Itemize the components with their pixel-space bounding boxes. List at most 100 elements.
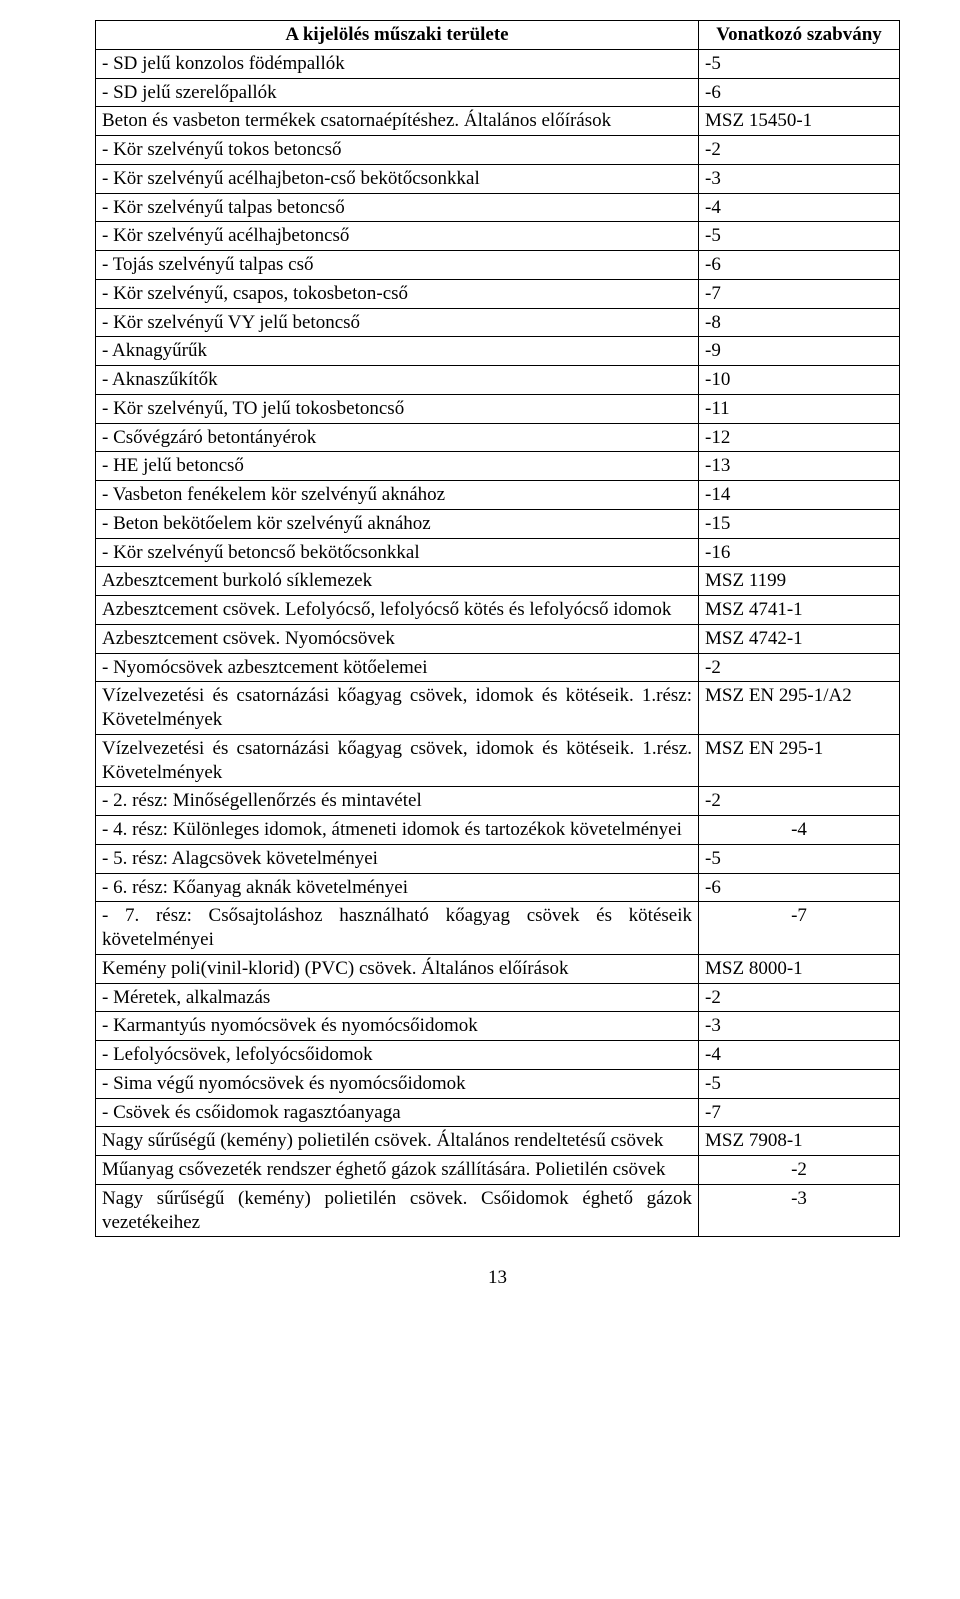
table-row: - 2. rész: Minőségellenőrzés és mintavét… <box>96 787 900 816</box>
table-row: - Méretek, alkalmazás-2 <box>96 983 900 1012</box>
header-right: Vonatkozó szabvány <box>699 21 900 50</box>
cell-standard: -13 <box>699 452 900 481</box>
cell-standard: -4 <box>699 1041 900 1070</box>
cell-description: - 2. rész: Minőségellenőrzés és mintavét… <box>96 787 699 816</box>
table-row: Nagy sűrűségű (kemény) polietilén csövek… <box>96 1127 900 1156</box>
header-left: A kijelölés műszaki területe <box>96 21 699 50</box>
cell-standard: -3 <box>699 1012 900 1041</box>
table-row: - Vasbeton fenékelem kör szelvényű aknáh… <box>96 481 900 510</box>
cell-standard: -6 <box>699 78 900 107</box>
table-row: - HE jelű betoncső-13 <box>96 452 900 481</box>
table-row: Nagy sűrűségű (kemény) polietilén csövek… <box>96 1184 900 1237</box>
cell-description: - Kör szelvényű tokos betoncső <box>96 136 699 165</box>
cell-standard: MSZ 8000-1 <box>699 954 900 983</box>
cell-description: - Méretek, alkalmazás <box>96 983 699 1012</box>
cell-description: - Sima végű nyomócsövek és nyomócsőidomo… <box>96 1069 699 1098</box>
cell-standard: -7 <box>699 902 900 955</box>
cell-description: - Aknaszűkítők <box>96 366 699 395</box>
page-number: 13 <box>95 1267 900 1289</box>
cell-standard: -7 <box>699 279 900 308</box>
cell-standard: MSZ 15450-1 <box>699 107 900 136</box>
table-row: - Sima végű nyomócsövek és nyomócsőidomo… <box>96 1069 900 1098</box>
cell-standard: -6 <box>699 873 900 902</box>
table-row: Műanyag csővezeték rendszer éghető gázok… <box>96 1156 900 1185</box>
table-row: - Tojás szelvényű talpas cső-6 <box>96 251 900 280</box>
cell-description: - SD jelű konzolos födémpallók <box>96 49 699 78</box>
table-row: - Kör szelvényű acélhajbetoncső-5 <box>96 222 900 251</box>
cell-description: - 5. rész: Alagcsövek követelményei <box>96 844 699 873</box>
cell-standard: MSZ EN 295-1 <box>699 734 900 787</box>
cell-description: - SD jelű szerelőpallók <box>96 78 699 107</box>
cell-description: - HE jelű betoncső <box>96 452 699 481</box>
cell-standard: -16 <box>699 538 900 567</box>
table-row: Vízelvezetési és csatornázási kőagyag cs… <box>96 734 900 787</box>
document-page: A kijelölés műszaki területe Vonatkozó s… <box>0 0 960 1329</box>
cell-standard: -2 <box>699 1156 900 1185</box>
cell-standard: -10 <box>699 366 900 395</box>
cell-description: - Tojás szelvényű talpas cső <box>96 251 699 280</box>
table-row: - 6. rész: Kőanyag aknák követelményei-6 <box>96 873 900 902</box>
cell-description: - 7. rész: Csősajtoláshoz használható kő… <box>96 902 699 955</box>
cell-standard: -3 <box>699 164 900 193</box>
cell-standard: MSZ 1199 <box>699 567 900 596</box>
table-row: - Nyomócsövek azbesztcement kötőelemei-2 <box>96 653 900 682</box>
cell-description: - Karmantyús nyomócsövek és nyomócsőidom… <box>96 1012 699 1041</box>
cell-standard: MSZ 4741-1 <box>699 596 900 625</box>
table-row: - 5. rész: Alagcsövek követelményei-5 <box>96 844 900 873</box>
cell-description: - Kör szelvényű, csapos, tokosbeton-cső <box>96 279 699 308</box>
cell-standard: -11 <box>699 394 900 423</box>
cell-description: Vízelvezetési és csatornázási kőagyag cs… <box>96 734 699 787</box>
cell-description: Műanyag csővezeték rendszer éghető gázok… <box>96 1156 699 1185</box>
table-row: - Kör szelvényű, TO jelű tokosbetoncső-1… <box>96 394 900 423</box>
cell-standard: -8 <box>699 308 900 337</box>
cell-description: - 4. rész: Különleges idomok, átmeneti i… <box>96 816 699 845</box>
table-row: - SD jelű szerelőpallók-6 <box>96 78 900 107</box>
cell-description: Vízelvezetési és csatornázási kőagyag cs… <box>96 682 699 735</box>
cell-description: Nagy sűrűségű (kemény) polietilén csövek… <box>96 1127 699 1156</box>
table-row: - Kör szelvényű acélhajbeton-cső bekötőc… <box>96 164 900 193</box>
cell-description: - Kör szelvényű VY jelű betoncső <box>96 308 699 337</box>
cell-description: - Kör szelvényű talpas betoncső <box>96 193 699 222</box>
cell-description: Nagy sűrűségű (kemény) polietilén csövek… <box>96 1184 699 1237</box>
cell-description: - Csővégzáró betontányérok <box>96 423 699 452</box>
table-row: - Aknagyűrűk-9 <box>96 337 900 366</box>
cell-standard: -5 <box>699 1069 900 1098</box>
cell-description: - Nyomócsövek azbesztcement kötőelemei <box>96 653 699 682</box>
cell-standard: -4 <box>699 816 900 845</box>
cell-description: - Beton bekötőelem kör szelvényű aknához <box>96 509 699 538</box>
table-row: Azbesztcement csövek. NyomócsövekMSZ 474… <box>96 624 900 653</box>
cell-description: Kemény poli(vinil-klorid) (PVC) csövek. … <box>96 954 699 983</box>
standards-table: A kijelölés műszaki területe Vonatkozó s… <box>95 20 900 1237</box>
cell-standard: -5 <box>699 222 900 251</box>
cell-standard: -5 <box>699 844 900 873</box>
cell-standard: -2 <box>699 136 900 165</box>
table-row: - Lefolyócsövek, lefolyócsőidomok-4 <box>96 1041 900 1070</box>
table-row: - Csövek és csőidomok ragasztóanyaga-7 <box>96 1098 900 1127</box>
table-row: - Kör szelvényű VY jelű betoncső-8 <box>96 308 900 337</box>
cell-standard: -14 <box>699 481 900 510</box>
cell-description: Azbesztcement csövek. Lefolyócső, lefoly… <box>96 596 699 625</box>
cell-standard: -15 <box>699 509 900 538</box>
table-row: - Beton bekötőelem kör szelvényű aknához… <box>96 509 900 538</box>
table-row: Beton és vasbeton termékek csatornaépíté… <box>96 107 900 136</box>
table-row: Azbesztcement csövek. Lefolyócső, lefoly… <box>96 596 900 625</box>
cell-description: - Aknagyűrűk <box>96 337 699 366</box>
table-row: - Kör szelvényű talpas betoncső-4 <box>96 193 900 222</box>
table-header-row: A kijelölés műszaki területe Vonatkozó s… <box>96 21 900 50</box>
cell-description: Azbesztcement csövek. Nyomócsövek <box>96 624 699 653</box>
cell-standard: -6 <box>699 251 900 280</box>
cell-description: - Lefolyócsövek, lefolyócsőidomok <box>96 1041 699 1070</box>
cell-standard: -3 <box>699 1184 900 1237</box>
cell-description: - Kör szelvényű acélhajbetoncső <box>96 222 699 251</box>
cell-standard: MSZ 4742-1 <box>699 624 900 653</box>
cell-standard: -2 <box>699 653 900 682</box>
cell-description: - Kör szelvényű betoncső bekötőcsonkkal <box>96 538 699 567</box>
cell-standard: -4 <box>699 193 900 222</box>
cell-description: Azbesztcement burkoló síklemezek <box>96 567 699 596</box>
cell-description: Beton és vasbeton termékek csatornaépíté… <box>96 107 699 136</box>
cell-description: - Kör szelvényű acélhajbeton-cső bekötőc… <box>96 164 699 193</box>
table-row: - Csővégzáró betontányérok-12 <box>96 423 900 452</box>
table-row: Vízelvezetési és csatornázási kőagyag cs… <box>96 682 900 735</box>
cell-description: - 6. rész: Kőanyag aknák követelményei <box>96 873 699 902</box>
cell-description: - Kör szelvényű, TO jelű tokosbetoncső <box>96 394 699 423</box>
